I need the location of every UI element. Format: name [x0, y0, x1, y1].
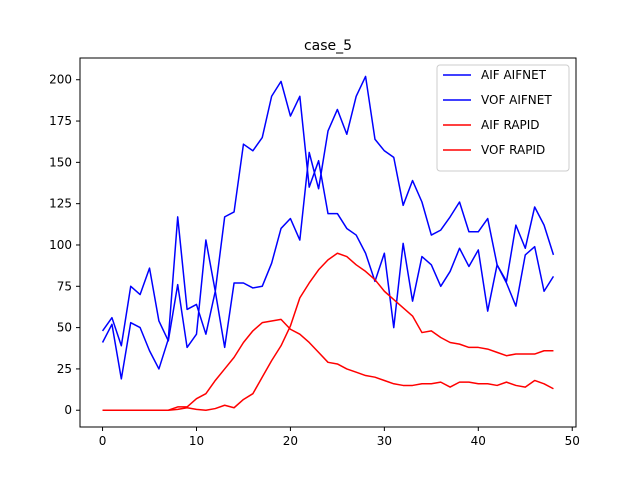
- x-tick-label: 40: [471, 434, 486, 448]
- y-tick-label: 0: [64, 403, 72, 417]
- x-axis: 0 10 20 30 40 50: [99, 427, 580, 448]
- x-tick-label: 50: [565, 434, 580, 448]
- x-tick-label: 20: [283, 434, 298, 448]
- y-tick-label: 125: [49, 197, 72, 211]
- series-layer: [101, 75, 555, 411]
- y-tick-label: 175: [49, 114, 72, 128]
- y-tick-label: 75: [57, 279, 72, 293]
- legend-label: VOF AIFNET: [481, 93, 552, 107]
- x-tick-label: 10: [189, 434, 204, 448]
- y-tick-label: 100: [49, 238, 72, 252]
- series-line-4: [102, 252, 554, 411]
- plot-frame: [79, 57, 577, 428]
- y-tick-label: 25: [57, 362, 72, 376]
- x-tick-label: 30: [377, 434, 392, 448]
- legend-box: [436, 64, 570, 172]
- series-line-1: [101, 80, 555, 380]
- legend: AIF AIFNET VOF AIFNET AIF RAPID VOF RAPID: [436, 64, 570, 172]
- legend-label: AIF AIFNET: [481, 68, 547, 82]
- legend-label: VOF RAPID: [481, 143, 545, 157]
- y-tick-label: 200: [49, 73, 72, 87]
- series-line-2: [101, 75, 555, 349]
- series-line-3: [102, 318, 554, 411]
- chart-title: case_5: [304, 38, 352, 54]
- y-tick-label: 150: [49, 155, 72, 169]
- legend-label: AIF RAPID: [481, 118, 540, 132]
- y-tick-label: 50: [57, 321, 72, 335]
- y-axis: 0 25 50 75 100 125 150 175 200: [49, 73, 80, 417]
- x-tick-label: 0: [99, 434, 107, 448]
